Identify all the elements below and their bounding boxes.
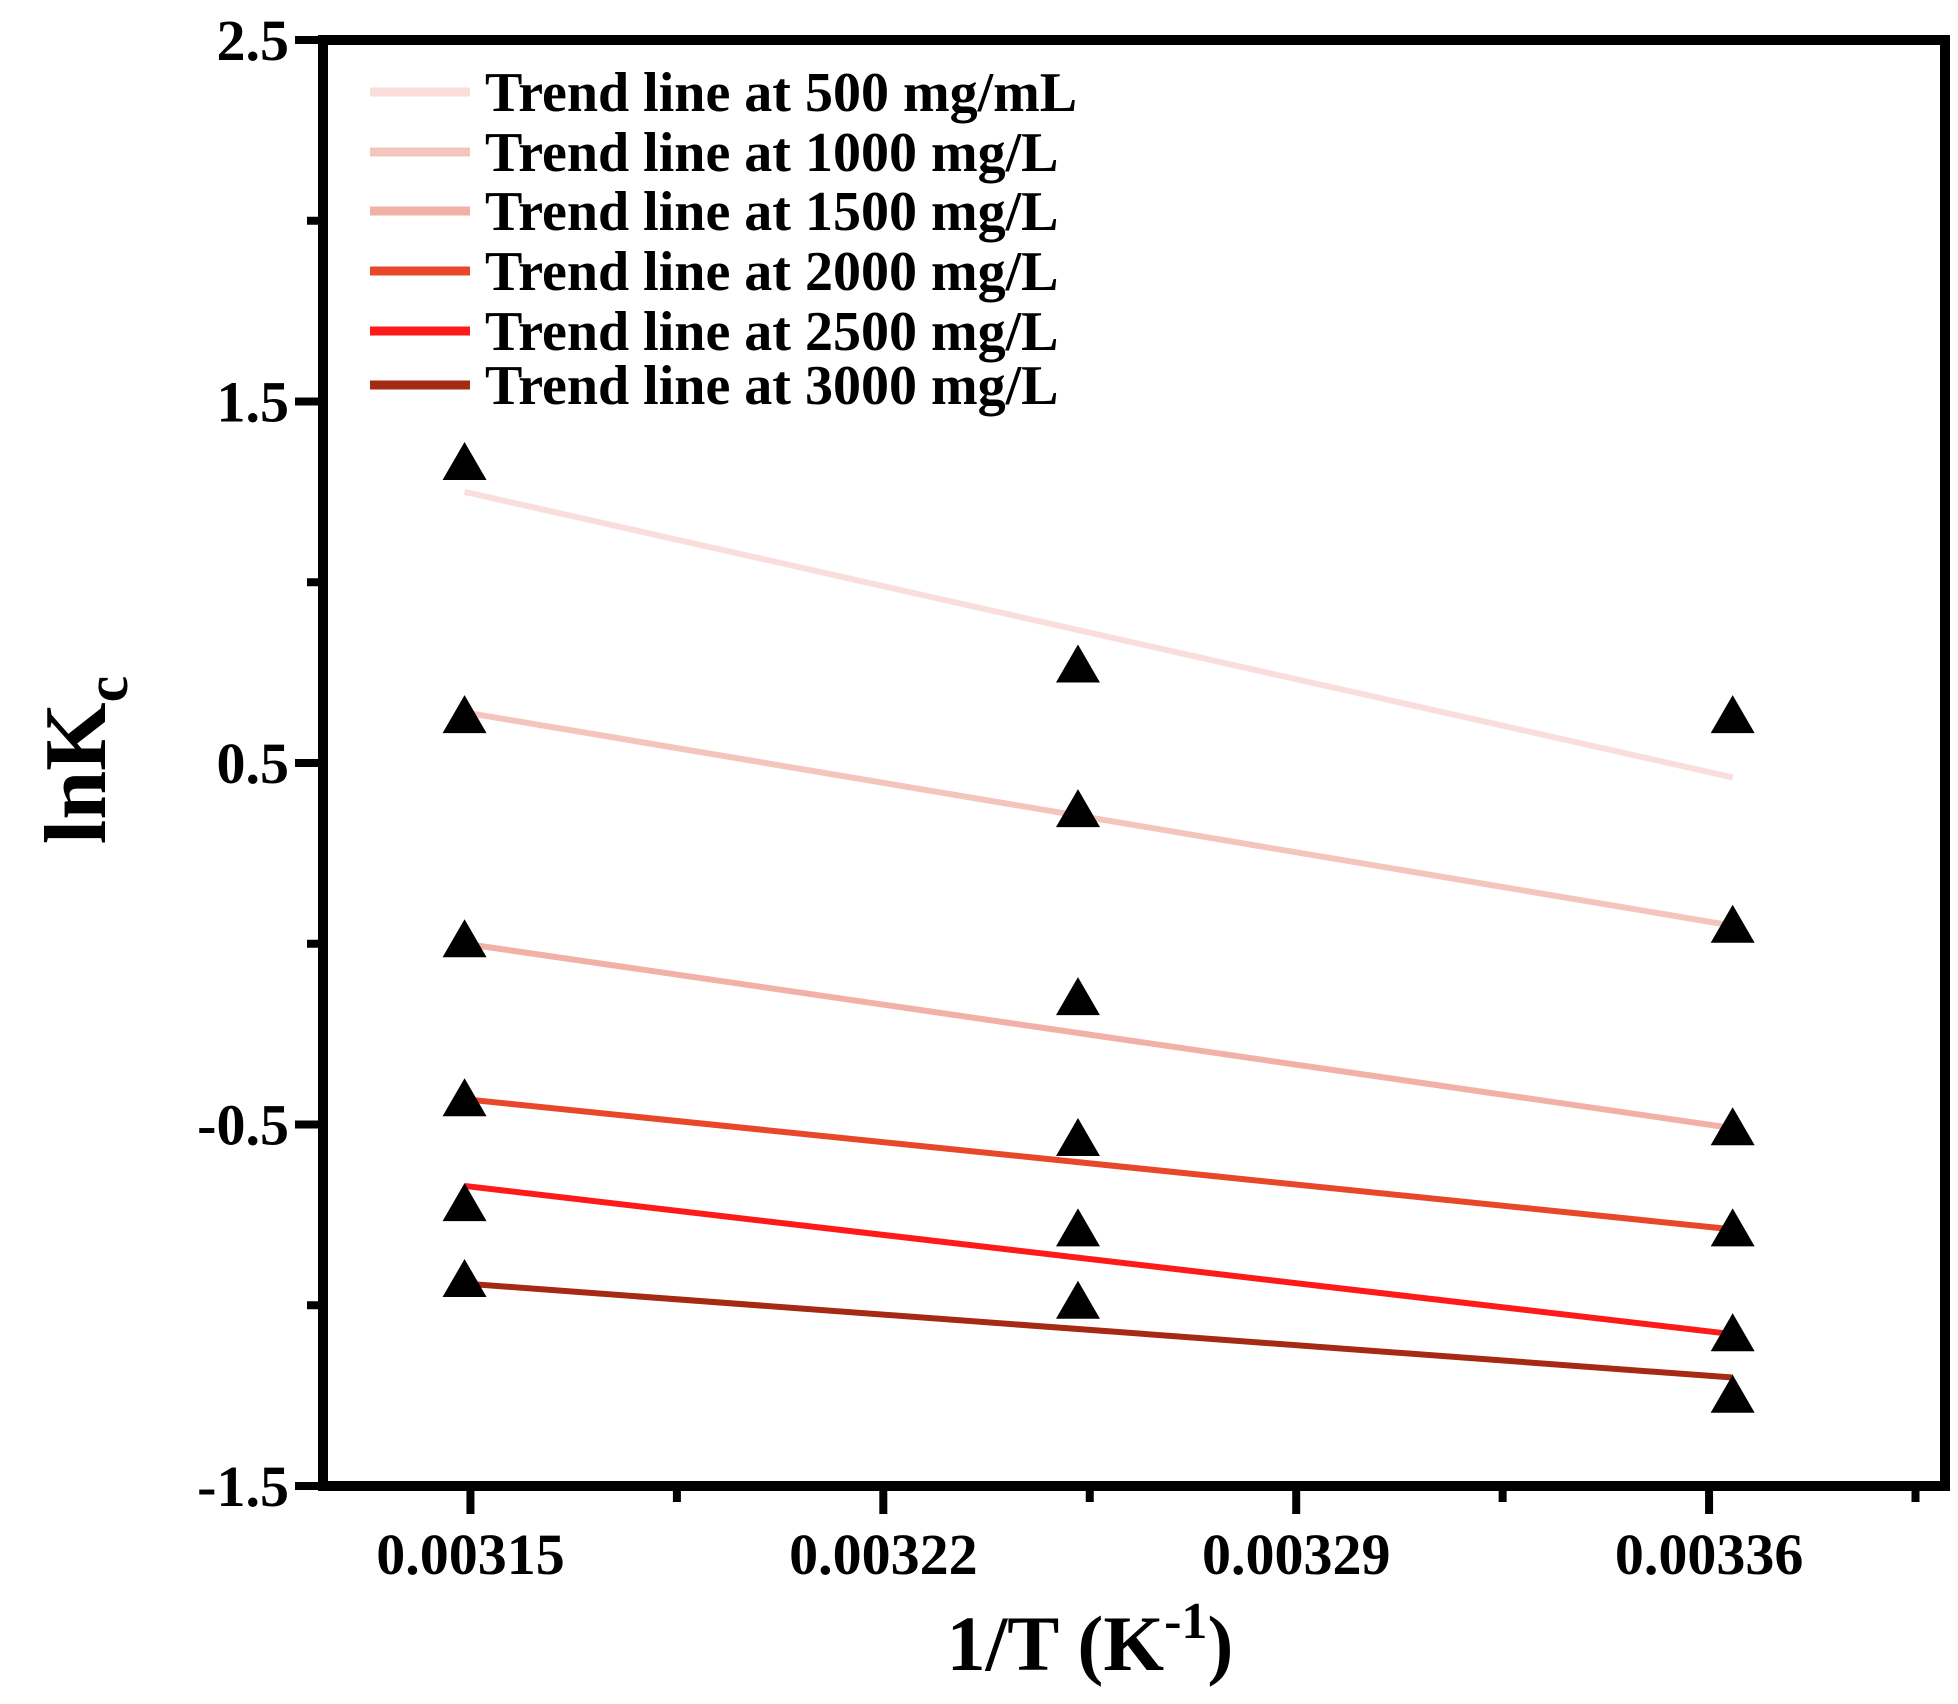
y-axis: -1.5 -0.5 0.5 1.5 2.5 (197, 8, 323, 1519)
data-point-triangle (1055, 789, 1100, 828)
legend-label: Trend line at 1000 mg/L (485, 122, 1059, 184)
legend-label: Trend line at 500 mg/mL (485, 62, 1077, 124)
x-tick-label: 0.00329 (1202, 1522, 1391, 1587)
data-point-triangle (1710, 1374, 1755, 1413)
data-point-triangle (1055, 977, 1100, 1016)
x-tick-label: 0.00336 (1615, 1522, 1804, 1587)
data-point-triangle (442, 1078, 487, 1117)
y-axis-title-subscript: c (74, 676, 140, 703)
trend-lines (463, 488, 1734, 1381)
legend-label: Trend line at 3000 mg/L (485, 355, 1059, 417)
legend-label: Trend line at 1500 mg/L (485, 181, 1059, 243)
data-point-triangle (1055, 1118, 1100, 1157)
data-point-triangle (1710, 1313, 1755, 1352)
y-tick-label: 1.5 (217, 370, 290, 435)
y-axis-title: lnKc (28, 676, 140, 844)
y-tick-label: -0.5 (197, 1093, 289, 1158)
trend-line (464, 940, 1734, 1132)
x-axis-title: 1/T (K-1) (947, 1593, 1234, 1687)
data-point-triangle (442, 695, 487, 734)
x-axis-title-main: 1/T (K (947, 1600, 1165, 1687)
y-axis-title-main: lnK (28, 702, 125, 844)
y-tick-label: 2.5 (217, 8, 290, 73)
trend-line (464, 1182, 1734, 1338)
data-point-triangle (1055, 1208, 1100, 1247)
trend-line (464, 709, 1734, 929)
trend-line (464, 1280, 1733, 1381)
data-point-triangle (442, 1259, 487, 1298)
x-axis-title-close: ) (1207, 1600, 1233, 1687)
legend-label: Trend line at 2000 mg/L (485, 241, 1059, 303)
data-point-triangle (1055, 644, 1100, 683)
trend-line (463, 488, 1734, 781)
data-points (442, 442, 1755, 1413)
x-tick-label: 0.00322 (789, 1522, 978, 1587)
x-tick-label: 0.00315 (376, 1522, 565, 1587)
data-point-triangle (1710, 904, 1755, 943)
legend-label: Trend line at 2500 mg/L (485, 301, 1059, 363)
data-point-triangle (1710, 1107, 1755, 1146)
y-tick-label: -1.5 (197, 1454, 289, 1519)
data-point-triangle (442, 919, 487, 958)
data-point-triangle (442, 1183, 487, 1222)
data-point-triangle (1710, 1208, 1755, 1247)
x-axis-title-superscript: -1 (1164, 1593, 1207, 1650)
data-point-triangle (1710, 695, 1755, 734)
x-axis: 0.00315 0.00322 0.00329 0.00336 (376, 1486, 1920, 1587)
y-tick-label: 0.5 (217, 731, 290, 796)
trend-line (464, 1096, 1733, 1233)
data-point-triangle (1055, 1280, 1100, 1319)
data-point-triangle (442, 442, 487, 481)
